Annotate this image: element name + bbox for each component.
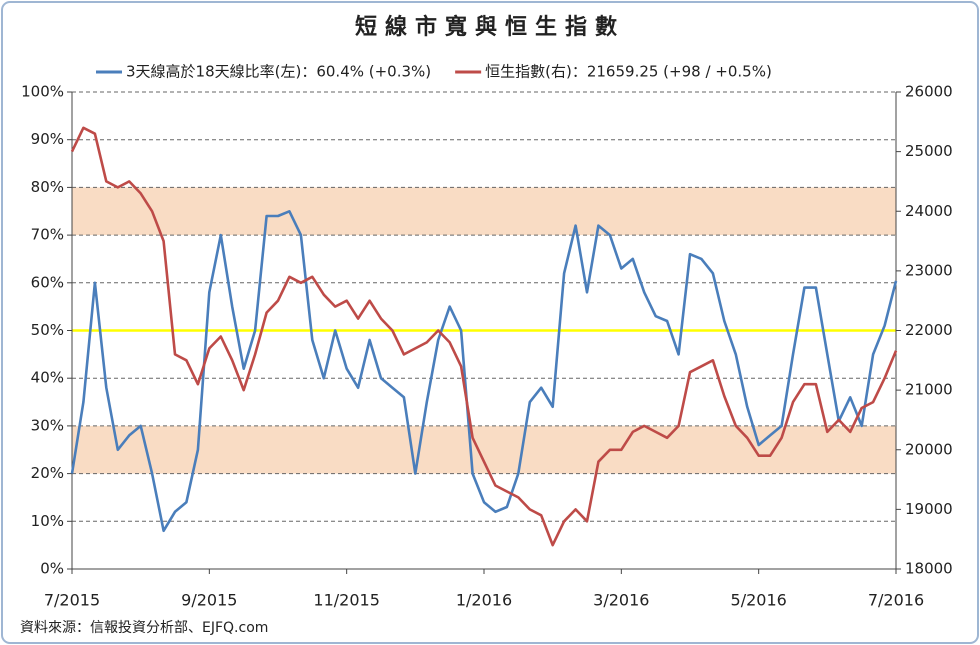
legend-label: 恒生指數(右)：21659.25 (+98 / +0.5%) xyxy=(485,63,772,81)
x-tick-label: 1/2016 xyxy=(456,591,512,610)
y-tick-label: 20% xyxy=(31,464,64,482)
y-tick-label: 90% xyxy=(31,130,64,148)
y2-tick-label: 24000 xyxy=(905,202,953,220)
y2-tick-label: 25000 xyxy=(905,142,953,160)
y2-tick-label: 20000 xyxy=(905,440,953,458)
y-tick-label: 0% xyxy=(40,560,64,578)
y-tick-label: 10% xyxy=(31,512,64,530)
band xyxy=(72,187,896,236)
x-tick-label: 11/2015 xyxy=(313,591,379,610)
series-line xyxy=(70,126,898,547)
y2-tick-label: 21000 xyxy=(905,381,953,399)
chart-title: 短線市寬與恒生指數 xyxy=(355,14,625,40)
y2-tick-label: 23000 xyxy=(905,261,953,279)
y-tick-label: 30% xyxy=(31,416,64,434)
x-tick-label: 7/2015 xyxy=(44,591,100,610)
x-tick-label: 9/2015 xyxy=(181,591,237,610)
y2-tick-label: 26000 xyxy=(905,83,953,101)
x-tick-label: 5/2016 xyxy=(731,591,787,610)
y-tick-label: 100% xyxy=(21,83,64,101)
y-tick-label: 70% xyxy=(31,226,64,244)
legend-label: 3天線高於18天線比率(左)：60.4% (+0.3%) xyxy=(126,63,431,81)
y-tick-label: 80% xyxy=(31,178,64,196)
y2-tick-label: 19000 xyxy=(905,500,953,518)
band xyxy=(72,425,896,474)
series-line xyxy=(70,210,898,533)
x-tick-label: 3/2016 xyxy=(593,591,649,610)
y-tick-label: 40% xyxy=(31,369,64,387)
y-tick-label: 50% xyxy=(31,321,64,339)
y2-tick-label: 22000 xyxy=(905,321,953,339)
y2-tick-label: 18000 xyxy=(905,560,953,578)
x-tick-label: 7/2016 xyxy=(868,591,924,610)
source: 資料來源：信報投資分析部、EJFQ.com xyxy=(20,620,268,636)
y-tick-label: 60% xyxy=(31,273,64,291)
